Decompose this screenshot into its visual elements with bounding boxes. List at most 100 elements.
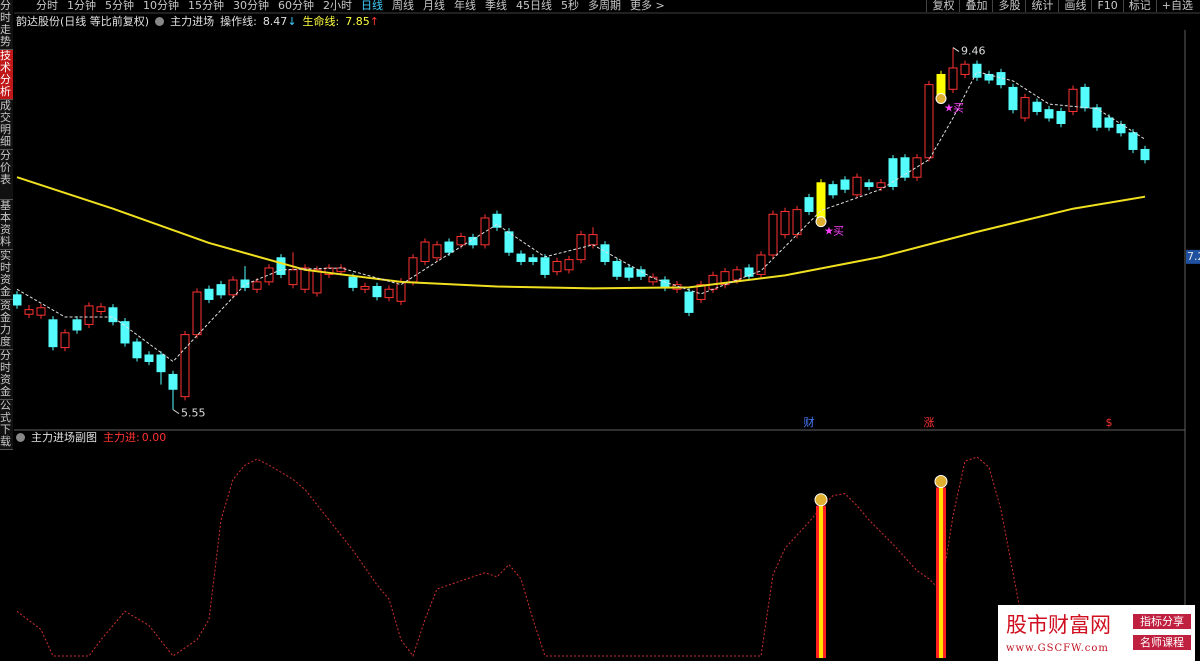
period-tab[interactable]: 月线 <box>423 0 445 12</box>
period-tab[interactable]: 15分钟 <box>188 0 224 12</box>
extreme-pointer <box>172 409 180 415</box>
indicator-info: 主力进场副图 主力进: 0.00 <box>16 431 166 445</box>
event-label: 财 <box>804 415 815 429</box>
money-bag-icon <box>934 474 948 488</box>
sidebar-tab[interactable]: 分时资金 <box>0 350 13 400</box>
candle-body <box>768 213 778 256</box>
sidebar-tab[interactable]: 实时资金 <box>0 250 13 300</box>
sidebar-tab[interactable]: 成交明细 <box>0 100 13 150</box>
period-tab[interactable]: 年线 <box>454 0 476 12</box>
candle-body <box>936 73 946 96</box>
candle-body <box>708 274 718 290</box>
sidebar-tab[interactable]: 基本资料 <box>0 200 13 250</box>
candle-body <box>216 284 226 296</box>
main-force-line <box>16 456 1038 658</box>
candle-body <box>180 334 190 398</box>
indicator-icon[interactable] <box>16 433 25 442</box>
candle-body <box>960 63 970 75</box>
money-bag-icon <box>814 493 828 507</box>
period-tab[interactable]: 30分钟 <box>233 0 269 12</box>
extreme-pointer <box>952 47 960 53</box>
period-tab[interactable]: 分时 <box>36 0 58 12</box>
period-tab[interactable]: 日线 <box>361 0 383 12</box>
candle-body <box>1080 86 1090 109</box>
period-tab[interactable]: 5秒 <box>561 0 579 12</box>
candle-body <box>588 234 598 246</box>
readout-value: 0.00 <box>141 431 167 444</box>
candle-body <box>684 291 694 313</box>
watermark-tag: 名师课程 <box>1133 635 1191 650</box>
candle-body <box>444 241 454 253</box>
event-label: $ <box>1106 416 1113 429</box>
tool-button[interactable]: 画线 <box>1058 0 1091 12</box>
sidebar-tab[interactable]: 技术分析 <box>0 50 13 100</box>
life-arrow: ↑ <box>369 15 379 28</box>
period-toolbar: 分时 1分钟 5分钟 10分钟 15分钟 30分钟 60分钟 2小时 日线 周线 月线 年线 季线 45日… <box>36 0 665 12</box>
sidebar-tab[interactable]: 分时走势 <box>0 0 13 50</box>
candle-body <box>288 269 298 286</box>
candle-body <box>552 260 562 273</box>
candle-body <box>228 279 238 296</box>
candle-body <box>756 254 766 275</box>
money-bag-icon <box>935 93 947 105</box>
y-tick-label: 7.2 <box>1187 250 1200 263</box>
candle-body <box>468 236 478 246</box>
candle-body <box>864 182 874 187</box>
life-label: 生命线: <box>302 15 340 28</box>
period-tab[interactable]: 10分钟 <box>143 0 179 12</box>
watermark-tag: 指标分享 <box>1133 614 1191 629</box>
op-line <box>16 71 1146 363</box>
sidebar: 分时走势 技术分析 成交明细 分价表 基本资料 实时资金 资金力度 分时资金 公式下载 <box>0 0 13 450</box>
candle-body <box>168 373 178 390</box>
candle-body <box>24 309 34 315</box>
period-tab[interactable]: 周线 <box>392 0 414 12</box>
period-tab[interactable]: 更多 > <box>630 0 665 12</box>
signal-bar-stripe <box>819 505 823 658</box>
candle-body <box>600 244 610 262</box>
tool-button[interactable]: F10 <box>1091 0 1122 12</box>
candle-body <box>924 84 934 159</box>
candle-body <box>852 176 862 196</box>
y-tick-box <box>1186 249 1200 264</box>
candle-body <box>420 241 430 262</box>
tool-button[interactable]: 复权 <box>926 0 959 12</box>
sidebar-tab[interactable]: 资金力度 <box>0 300 13 350</box>
candle-body <box>696 284 706 300</box>
stock-name[interactable]: 韵达股份(日线 等比前复权) <box>16 15 150 28</box>
candle-body <box>456 235 466 246</box>
tool-button[interactable]: 标记 <box>1122 0 1156 12</box>
sidebar-tab[interactable]: 分价表 <box>0 150 13 200</box>
tool-button[interactable]: +自选 <box>1155 0 1198 12</box>
period-tab[interactable]: 5分钟 <box>105 0 134 12</box>
tool-button[interactable]: 多股 <box>992 0 1025 12</box>
life-line <box>16 176 1146 290</box>
candle-body <box>564 259 574 271</box>
candle-body <box>1020 97 1030 119</box>
period-tab[interactable]: 季线 <box>485 0 507 12</box>
period-tab[interactable]: 45日线 <box>516 0 552 12</box>
candle-body <box>156 354 166 373</box>
period-tab[interactable]: 多周期 <box>588 0 621 12</box>
indicator-icon[interactable] <box>155 17 165 26</box>
period-tab[interactable]: 2小时 <box>323 0 352 12</box>
tool-button[interactable]: 叠加 <box>959 0 992 12</box>
indicator-title[interactable]: 主力进场副图 <box>31 431 97 444</box>
buy-label: 买 <box>953 102 964 115</box>
sidebar-tab[interactable]: 公式下载 <box>0 400 13 450</box>
candle-body <box>792 209 802 236</box>
candle-body <box>1092 107 1102 128</box>
candle-body <box>396 281 406 302</box>
money-bag-icon <box>815 216 827 228</box>
period-tab[interactable]: 1分钟 <box>67 0 96 12</box>
candle-body <box>780 210 790 236</box>
candle-body <box>252 281 262 290</box>
candle-body <box>432 244 442 259</box>
extreme-label: 5.55 <box>181 407 206 420</box>
candle-body <box>312 269 322 294</box>
indicator-name[interactable]: 主力进场 <box>170 15 215 28</box>
candle-body <box>480 217 490 246</box>
watermark-url: www.GSCFW.com <box>1006 643 1109 654</box>
candle-body <box>624 267 634 278</box>
tool-button[interactable]: 统计 <box>1025 0 1058 12</box>
period-tab[interactable]: 60分钟 <box>278 0 314 12</box>
